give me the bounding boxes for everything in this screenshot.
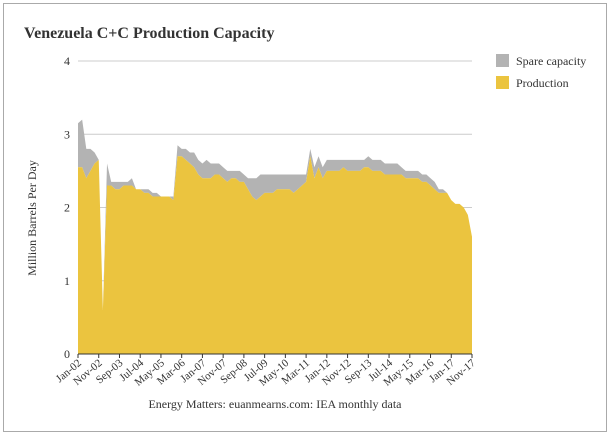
legend-label: Production (516, 76, 569, 90)
area (78, 156, 472, 354)
legend-label: Spare capacity (516, 54, 586, 68)
y-tick-label: 3 (64, 127, 70, 141)
y-tick-label: 2 (64, 201, 70, 215)
source: Energy Matters: euanmearns.com: IEA mont… (148, 397, 402, 411)
y-tick-label: 4 (64, 54, 70, 68)
y-tick-label: 1 (64, 274, 70, 288)
legend-swatch (496, 54, 509, 67)
y-axis-label: Million Barrels Per Day (25, 160, 39, 276)
area (78, 119, 472, 311)
legend-swatch (496, 76, 509, 89)
chart-title: Venezuela C+C Production Capacity (24, 25, 274, 42)
y-tick-label: 0 (64, 347, 70, 361)
